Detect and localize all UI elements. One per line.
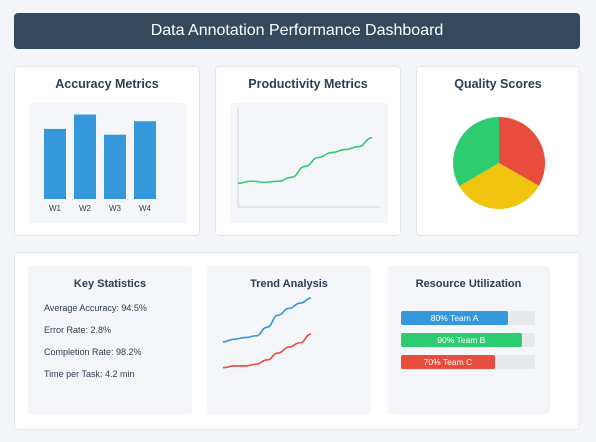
stat-error-rate: Error Rate: 2.8% [44, 325, 112, 335]
quality-title: Quality Scores [454, 77, 542, 91]
dashboard-title: Data Annotation Performance Dashboard [150, 22, 444, 39]
resource-label-team-c: 70% Team C [423, 357, 473, 367]
resource-label-team-b: 90% Team B [437, 335, 486, 345]
accuracy-bar-w4 [134, 121, 156, 199]
resource-bar-team-b: 90% Team B [401, 333, 535, 347]
productivity-line-chart [230, 103, 388, 223]
resource-bar-team-a: 80% Team A [401, 311, 535, 325]
accuracy-bar-chart: W1 W2 W3 W4 [29, 103, 187, 223]
accuracy-bar-w1 [44, 128, 66, 199]
resource-fill-team-a: 80% Team A [401, 311, 509, 325]
accuracy-bar-w3 [104, 134, 126, 199]
key-statistics-title: Key Statistics [73, 278, 147, 290]
trend-series-1-line [222, 297, 312, 343]
stat-average-accuracy: Average Accuracy: 94.5% [44, 303, 147, 313]
quality-pie-slice-3 [453, 117, 499, 187]
trend-series-2-line [222, 333, 312, 369]
dashboard-header: Data Annotation Performance Dashboard [14, 13, 580, 49]
resource-utilization-panel: Resource Utilization 80% Team A 90% Team… [387, 266, 550, 414]
quality-pie-chart [453, 117, 545, 209]
quality-pie-slice-1 [499, 117, 545, 186]
trend-analysis-panel: Trend Analysis [207, 266, 371, 414]
resource-fill-team-c: 70% Team C [401, 355, 495, 369]
trend-line-chart [222, 297, 312, 369]
productivity-series-line [237, 136, 373, 185]
quality-card: Quality Scores [416, 66, 580, 236]
stat-completion-rate: Completion Rate: 98.2% [44, 347, 142, 357]
accuracy-tick-w1: W1 [49, 204, 62, 213]
trend-analysis-title: Trend Analysis [250, 278, 328, 290]
accuracy-bar-w2 [74, 114, 96, 199]
productivity-card: Productivity Metrics [215, 66, 401, 236]
accuracy-tick-w2: W2 [79, 204, 92, 213]
quality-pie-slice-2 [459, 163, 539, 209]
accuracy-title: Accuracy Metrics [55, 77, 159, 91]
productivity-title: Productivity Metrics [248, 77, 368, 91]
stat-time-per-task: Time per Task: 4.2 min [44, 369, 135, 379]
accuracy-card: Accuracy Metrics W1 W2 W3 W4 [14, 66, 200, 236]
resource-utilization-title: Resource Utilization [415, 278, 522, 290]
accuracy-tick-w3: W3 [109, 204, 122, 213]
resource-fill-team-b: 90% Team B [401, 333, 522, 347]
accuracy-tick-w4: W4 [139, 204, 152, 213]
resource-bar-team-c: 70% Team C [401, 355, 535, 369]
key-statistics-panel: Key Statistics Average Accuracy: 94.5% E… [28, 266, 192, 414]
resource-label-team-a: 80% Team A [430, 313, 479, 323]
